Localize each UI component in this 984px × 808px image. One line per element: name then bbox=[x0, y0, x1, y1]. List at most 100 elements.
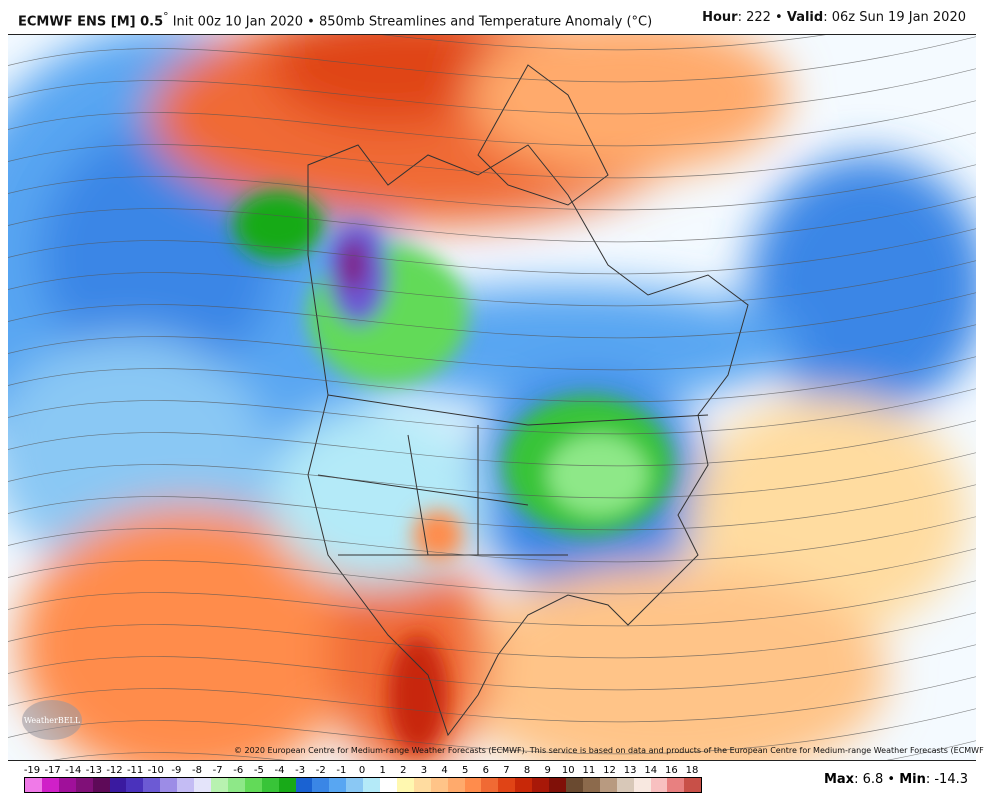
colorbar-swatch bbox=[227, 778, 245, 792]
colorbar-swatch bbox=[58, 778, 76, 792]
colorbar-swatch bbox=[447, 778, 465, 792]
streamline bbox=[8, 420, 976, 467]
colorbar-swatch bbox=[244, 778, 262, 792]
streamline bbox=[8, 580, 976, 627]
colorbar-tick-label: 9 bbox=[544, 765, 551, 776]
colorbar-tick-label: 11 bbox=[582, 765, 596, 776]
colorbar-swatch bbox=[515, 778, 533, 792]
colorbar-tick-label: 16 bbox=[665, 765, 678, 776]
streamline bbox=[52, 740, 976, 760]
colorbar-tick-label: 14 bbox=[644, 765, 658, 776]
colorbar-tick-label: -14 bbox=[65, 765, 82, 776]
streamline bbox=[8, 196, 976, 243]
streamline bbox=[8, 228, 976, 275]
colorbar-tick-label: -8 bbox=[192, 765, 202, 776]
colorbar-swatch bbox=[363, 778, 381, 792]
streamlines bbox=[8, 35, 976, 760]
colorbar-swatch bbox=[684, 778, 702, 792]
colorbar-swatch bbox=[380, 778, 397, 792]
colorbar-swatch bbox=[126, 778, 144, 792]
colorbar-tick-label: 4 bbox=[441, 765, 448, 776]
min-label: Min bbox=[899, 772, 926, 787]
streamline bbox=[8, 452, 976, 499]
streamline bbox=[8, 708, 976, 755]
colorbar-swatch bbox=[566, 778, 583, 792]
colorbar-labels: -19 -17 -14 -13 -12 -11 -10 -9 -8 -7 -6 -5 -4 -3 -2 -1 0… bbox=[24, 765, 700, 777]
colorbar-tick-label: 12 bbox=[603, 765, 616, 776]
streamline bbox=[8, 132, 976, 179]
colorbar-tick-label: -13 bbox=[85, 765, 103, 776]
colorbar bbox=[24, 777, 702, 793]
colorbar-tick-label: 7 bbox=[503, 765, 510, 776]
colorbar-swatch bbox=[312, 778, 330, 792]
copyright-notice: © 2020 European Centre for Medium-range … bbox=[234, 746, 984, 755]
streamline bbox=[8, 388, 976, 435]
colorbar-swatch bbox=[329, 778, 347, 792]
colorbar-swatch bbox=[278, 778, 296, 792]
hour-label: Hour bbox=[702, 10, 738, 25]
streamline bbox=[8, 356, 976, 403]
coastlines bbox=[307, 64, 749, 737]
colorbar-swatch bbox=[582, 778, 600, 792]
max-label: Max bbox=[823, 772, 855, 787]
colorbar-tick-label: -11 bbox=[126, 765, 144, 776]
streamline bbox=[381, 35, 826, 51]
colorbar-tick-label: 8 bbox=[523, 765, 531, 776]
colorbar-swatch bbox=[430, 778, 448, 792]
streamline bbox=[8, 676, 976, 723]
colorbar-tick-label: -10 bbox=[147, 765, 164, 776]
divider bbox=[8, 760, 976, 761]
colorbar-tick-label: 13 bbox=[623, 765, 637, 776]
logo-text: WeatherBELL bbox=[23, 715, 81, 725]
min-value: : -14.3 bbox=[925, 772, 968, 787]
valid-value: : 06z Sun 19 Jan 2020 bbox=[823, 10, 966, 25]
colorbar-swatch bbox=[194, 778, 211, 792]
colorbar-tick-label: 18 bbox=[685, 765, 699, 776]
colorbar-swatch bbox=[498, 778, 516, 792]
colorbar-swatch bbox=[633, 778, 651, 792]
max-value: : 6.8 • bbox=[854, 772, 900, 787]
weatherbell-logo: WeatherBELL bbox=[22, 700, 82, 740]
streamline bbox=[8, 516, 976, 563]
colorbar-swatch bbox=[599, 778, 617, 792]
streamline bbox=[8, 324, 976, 371]
colorbar-swatch bbox=[210, 778, 228, 792]
streamline bbox=[8, 100, 976, 147]
colorbar-swatch bbox=[295, 778, 313, 792]
colorbar-tick-label: 2 bbox=[400, 765, 407, 776]
colorbar-tick-label: 5 bbox=[461, 765, 469, 776]
colorbar-tick-label: 3 bbox=[420, 765, 428, 776]
colorbar-swatch bbox=[160, 778, 178, 792]
streamline bbox=[8, 548, 976, 595]
colorbar-swatch bbox=[261, 778, 279, 792]
colorbar-tick-label: 10 bbox=[561, 765, 575, 776]
colorbar-swatch bbox=[481, 778, 499, 792]
colorbar-swatch bbox=[177, 778, 195, 792]
colorbar-swatch bbox=[413, 778, 431, 792]
colorbar-swatch bbox=[549, 778, 566, 792]
colorbar-swatch bbox=[75, 778, 93, 792]
streamline bbox=[8, 36, 976, 83]
streamline bbox=[8, 612, 976, 659]
colorbar-tick-label: -12 bbox=[106, 765, 123, 776]
colorbar-swatch bbox=[92, 778, 110, 792]
colorbar-tick-label: 1 bbox=[379, 765, 386, 776]
colorbar-tick-label: -2 bbox=[315, 765, 326, 776]
colorbar-tick-label: -17 bbox=[44, 765, 61, 776]
streamline bbox=[8, 292, 976, 339]
max-min-stats: Max: 6.8 • Min: -14.3 bbox=[824, 772, 968, 787]
streamline bbox=[8, 68, 976, 115]
colorbar-swatch bbox=[41, 778, 59, 792]
colorbar-tick-label: -5 bbox=[253, 765, 264, 776]
valid-time: Hour: 222 • Valid: 06z Sun 19 Jan 2020 bbox=[702, 10, 966, 25]
colorbar-tick-label: 6 bbox=[482, 765, 489, 776]
colorbar-tick-label: -3 bbox=[295, 765, 306, 776]
colorbar-swatch bbox=[109, 778, 127, 792]
colorbar-tick-label: -6 bbox=[233, 765, 244, 776]
colorbar-swatch bbox=[25, 778, 42, 792]
streamline bbox=[8, 260, 976, 307]
valid-label: Valid bbox=[786, 10, 824, 25]
streamline bbox=[8, 644, 976, 691]
anomaly-map bbox=[8, 35, 976, 760]
colorbar-swatch bbox=[616, 778, 634, 792]
